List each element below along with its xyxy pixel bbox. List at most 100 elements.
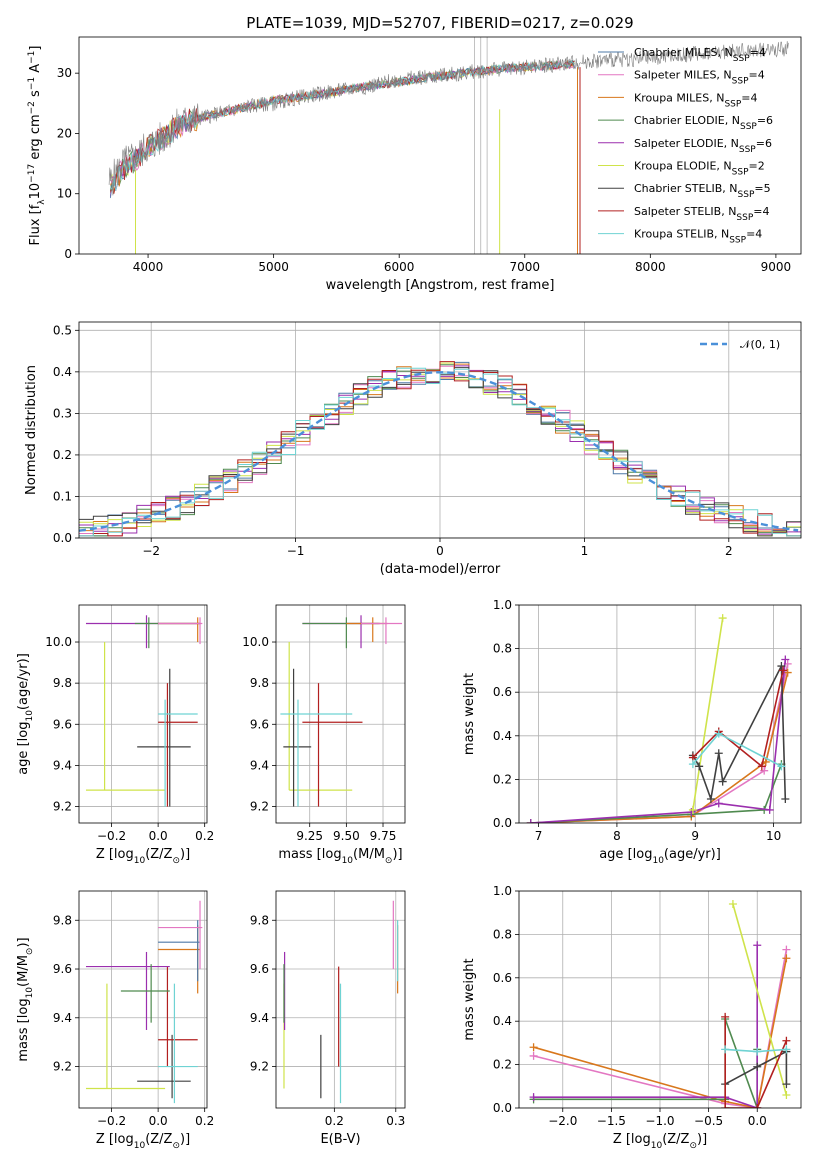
plot-area — [276, 605, 405, 823]
weight-point — [782, 1090, 791, 1099]
axes-frame — [275, 890, 406, 1109]
x-tick-label: 9000 — [761, 260, 792, 274]
y-tick-label: 0.0 — [493, 816, 512, 830]
axes-frame — [518, 604, 802, 824]
weight-point — [695, 762, 704, 771]
y-tick-label: 9.4 — [53, 1011, 72, 1025]
x-tick-label: −1.0 — [645, 1114, 674, 1128]
weight-point — [718, 777, 727, 786]
x-tick-label: 9.75 — [370, 829, 397, 843]
panel-mass_age: 9.25 9.50 9.75 9.2 9.4 9.6 9.8 10.0 mass [log10(… — [242, 604, 406, 866]
x-tick-label: 0.3 — [386, 1114, 405, 1128]
weight-series — [724, 1016, 788, 1108]
panel-ebv_mass: 0.2 0.3 9.2 9.4 9.6 9.8 E(B-V) — [250, 890, 406, 1147]
x-tick-label: 9.25 — [296, 829, 323, 843]
x-axis-label: Z [log10(Z/Z⊙)] — [96, 1132, 190, 1151]
weight-point — [714, 799, 723, 808]
x-tick-label: 8 — [613, 829, 621, 843]
y-tick-label: 9.2 — [250, 800, 269, 814]
y-tick-label: 9.2 — [53, 1060, 72, 1074]
weight-series — [530, 663, 789, 823]
y-tick-label: 20 — [57, 126, 72, 140]
weight-point — [529, 1093, 538, 1102]
weight-point — [721, 1012, 730, 1021]
y-tick-label: 9.8 — [250, 913, 269, 927]
axes-frame — [518, 890, 802, 1109]
axes-frame — [78, 321, 802, 539]
x-tick-label: −0.5 — [694, 1114, 723, 1128]
x-tick-label: 6000 — [384, 260, 415, 274]
legend-entry: Salpeter STELIB, NSSP=4 — [634, 205, 770, 223]
y-axis-label: Normed distribution — [24, 365, 39, 495]
y-tick-label: 9.6 — [53, 717, 72, 731]
y-tick-label: 0.2 — [493, 772, 512, 786]
x-tick-label: 4000 — [133, 260, 164, 274]
weight-point — [529, 1043, 538, 1052]
x-tick-label: 7 — [535, 829, 543, 843]
y-tick-label: 9.2 — [250, 1060, 269, 1074]
y-tick-label: 10.0 — [45, 635, 72, 649]
weight-point — [782, 954, 791, 963]
weight-series — [533, 949, 788, 1108]
y-axis-label: mass weight — [462, 673, 477, 755]
weight-point — [781, 655, 790, 664]
weight-point — [757, 762, 766, 771]
weight-point — [714, 749, 723, 758]
y-tick-label: 0.8 — [493, 927, 512, 941]
plot-area — [79, 322, 801, 538]
weight-series — [533, 958, 788, 1108]
y-tick-label: 0.0 — [493, 1101, 512, 1115]
panel-z_mass: −0.2 0.0 0.2 9.2 9.4 9.6 9.8 Z [log10(Z/Z⊙)] mas… — [16, 890, 214, 1151]
x-tick-label: −1 — [287, 544, 305, 558]
figure-title: PLATE=1039, MJD=52707, FIBERID=0217, z=0… — [246, 14, 633, 32]
plot-area — [108, 37, 789, 254]
legend-entry: Salpeter MILES, NSSP=4 — [634, 69, 765, 87]
panel-age_weight: 7 8 9 10 0.0 0.2 0.4 0.6 0.8 1.0 age [log10(age/yr… — [462, 598, 802, 866]
x-axis-label: Z [log10(Z/Z⊙)] — [613, 1132, 707, 1151]
y-tick-label: 9.2 — [53, 800, 72, 814]
y-tick-label: 9.6 — [250, 717, 269, 731]
x-tick-label: −0.2 — [97, 829, 126, 843]
weight-point — [760, 766, 769, 775]
panel-z_age: −0.2 0.0 0.2 9.2 9.4 9.6 9.8 10.0 Z [log10(Z/Z⊙)… — [16, 604, 214, 866]
weight-point — [714, 729, 723, 738]
model-spectrum — [109, 60, 575, 194]
legend-entry: 𝒩(0, 1) — [740, 338, 780, 351]
y-tick-label: 0.4 — [53, 365, 72, 379]
x-tick-label: 7000 — [509, 260, 540, 274]
weight-point — [777, 662, 786, 671]
y-tick-label: 1.0 — [493, 598, 512, 612]
weight-point — [782, 1036, 791, 1045]
y-tick-label: 0.3 — [53, 406, 72, 420]
y-tick-label: 10 — [57, 187, 72, 201]
legend-entry: Chabrier STELIB, NSSP=5 — [634, 182, 771, 200]
y-tick-label: 9.8 — [53, 676, 72, 690]
x-tick-label: −1.5 — [597, 1114, 626, 1128]
weight-point — [721, 1045, 730, 1054]
y-tick-label: 9.6 — [250, 962, 269, 976]
y-tick-label: 0.4 — [493, 1014, 512, 1028]
weight-point — [765, 805, 774, 814]
weight-point — [781, 795, 790, 804]
x-tick-label: 0.2 — [195, 1114, 214, 1128]
weight-point — [753, 941, 762, 950]
x-tick-label: −2 — [142, 544, 160, 558]
legend-entry: Salpeter ELODIE, NSSP=6 — [634, 137, 772, 155]
x-tick-label: 0 — [436, 544, 444, 558]
y-tick-label: 0.2 — [493, 1058, 512, 1072]
y-tick-label: 9.4 — [250, 1011, 269, 1025]
y-tick-label: 0.4 — [493, 729, 512, 743]
x-tick-label: 9.50 — [333, 829, 360, 843]
x-tick-label: 0.0 — [748, 1114, 767, 1128]
y-tick-label: 10.0 — [242, 635, 269, 649]
y-tick-label: 9.8 — [250, 676, 269, 690]
axes-frame — [275, 604, 406, 824]
weight-point — [777, 762, 786, 771]
weight-point — [526, 819, 535, 823]
panel-residuals: −2 −1 0 1 2 0.0 0.1 0.2 0.3 0.4 0.5 (data-model)/er… — [24, 321, 802, 577]
x-axis-label: (data-model)/error — [380, 562, 501, 577]
weight-point — [706, 795, 715, 804]
weight-point — [782, 1080, 791, 1089]
weight-point — [688, 805, 697, 814]
